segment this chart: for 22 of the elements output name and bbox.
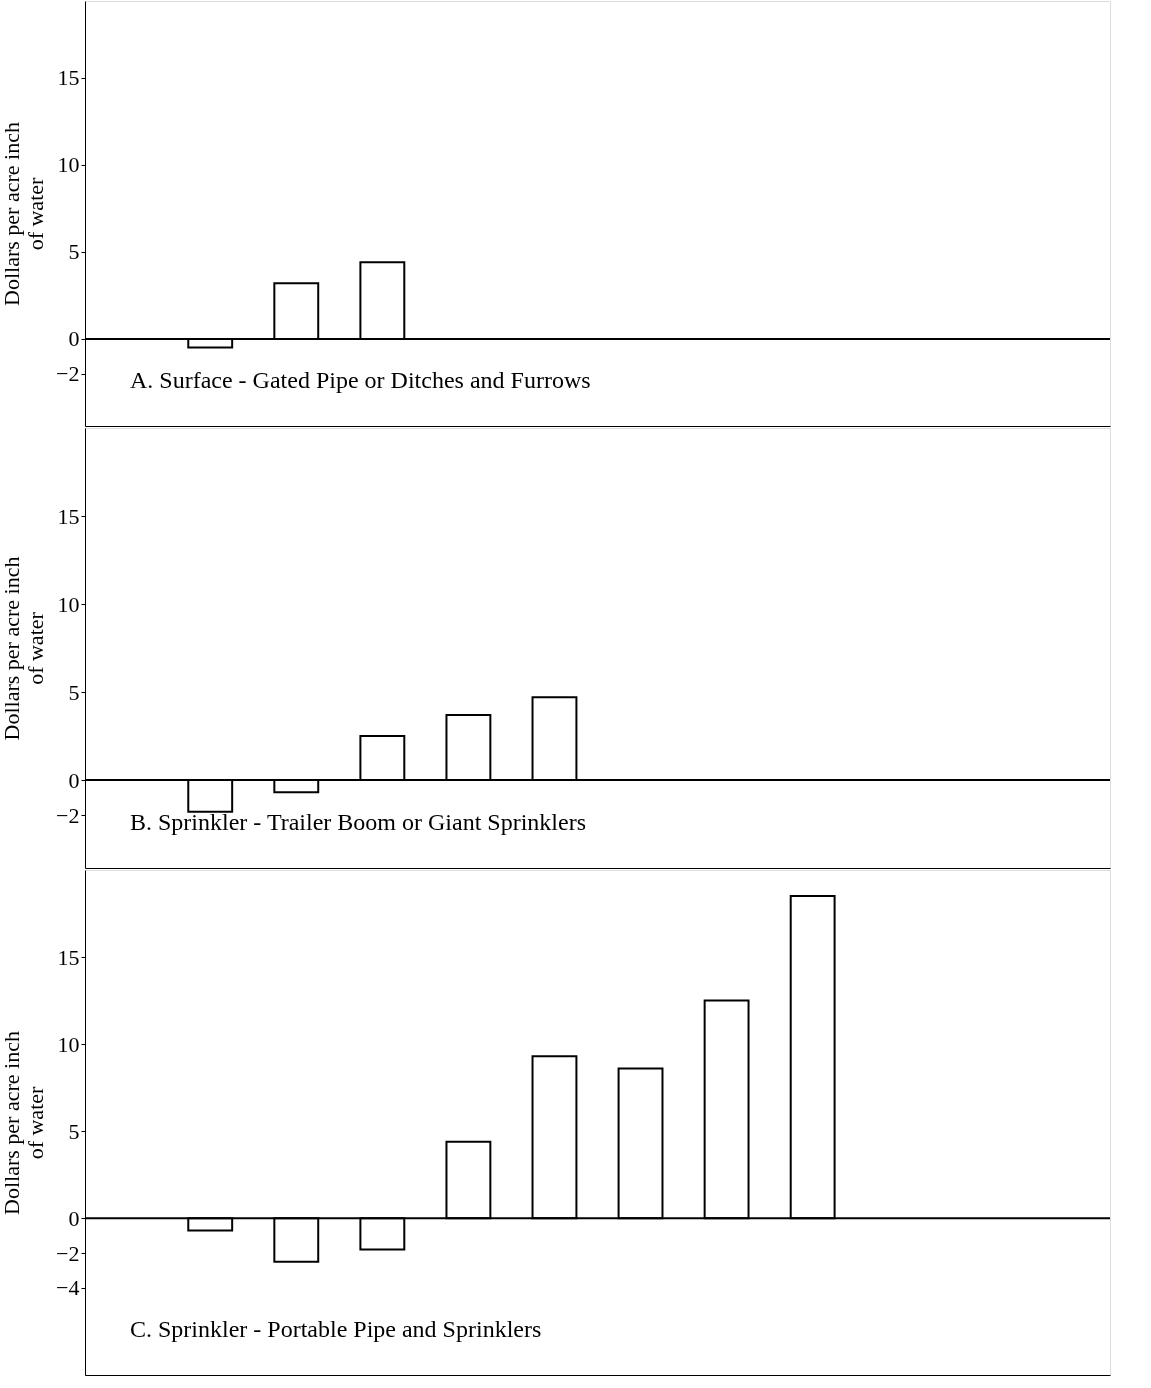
y-tick-label: 5 [68, 239, 80, 265]
annotation: C. Sprinkler - Portable Pipe and Sprinklers [130, 1316, 542, 1342]
y-tick-label: 15 [57, 65, 80, 91]
y-tick-label: 5 [68, 679, 80, 705]
y-axis-title: Dollars per acre inch of water [0, 122, 49, 306]
annotation: A. Surface - Gated Pipe or Ditches and Furrows [130, 367, 591, 393]
annotation: B. Sprinkler - Trailer Boom or Giant Sprinklers [130, 809, 586, 835]
y-tick-label: 15 [57, 503, 80, 529]
y-tick-label: 0 [68, 767, 80, 793]
y-axis-title: Dollars per acre inch of water [0, 556, 49, 741]
y-tick-label: 15 [57, 944, 80, 970]
y-tick-label: 10 [57, 591, 80, 617]
y-tick-label: −4 [56, 1275, 80, 1301]
y-tick-label: −2 [56, 802, 80, 828]
y-tick-label: 5 [68, 1118, 80, 1144]
y-tick-label: 10 [57, 152, 80, 178]
y-tick-label: 0 [68, 1205, 80, 1231]
y-tick-label: −2 [56, 361, 80, 387]
y-tick-label: 10 [57, 1031, 80, 1057]
y-tick-label: 0 [68, 326, 80, 352]
y-tick-label: −2 [56, 1240, 80, 1266]
y-axis-title: Dollars per acre inch of water [0, 1031, 49, 1215]
